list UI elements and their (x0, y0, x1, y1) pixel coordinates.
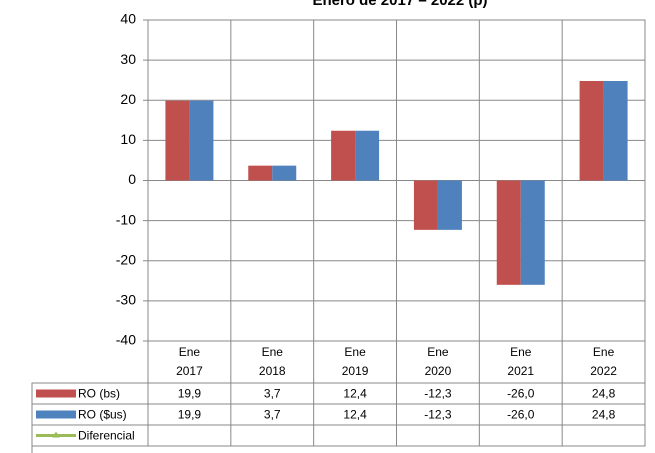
bar (496, 180, 521, 285)
bar (189, 100, 214, 181)
data-label: -12,3 (424, 387, 452, 401)
x-tick-label: Ene 2017 (176, 345, 203, 378)
x-tick-label: Ene 2022 (590, 345, 617, 378)
x-label-box: Ene 2021 (507, 345, 535, 378)
x-tick-label: Ene 2018 (258, 345, 286, 378)
data-label: -12,3 (424, 408, 452, 422)
y-tick-label: 30 (120, 51, 136, 67)
table-row (31, 382, 646, 405)
data-label: 19,9 (178, 408, 202, 422)
chart-title: Enero de 2017 – 2022 (p) (312, 0, 487, 9)
data-label: 12,4 (343, 408, 367, 422)
x-tick-label: Ene 2021 (507, 345, 535, 378)
legend-swatch (36, 410, 76, 419)
y-tick-label: -40 (116, 332, 136, 348)
data-label: 3,7 (264, 387, 281, 401)
bar (272, 165, 297, 181)
data-label: 24,8 (592, 387, 616, 401)
y-tick-label: 10 (120, 131, 136, 147)
bar (437, 180, 462, 230)
x-label-box: Ene 2018 (258, 345, 286, 378)
legend-marker (52, 431, 60, 438)
bar (603, 80, 628, 181)
bar (355, 130, 380, 181)
x-tick-label: Ene 2020 (424, 345, 452, 378)
x-label-box: Ene 2019 (341, 345, 369, 378)
y-tick-label: 20 (120, 91, 136, 107)
legend-label: RO (bs) (78, 387, 120, 401)
legend-swatch (36, 389, 76, 398)
data-label: 24,8 (592, 408, 616, 422)
y-tick-label: -10 (116, 211, 136, 227)
y-tick-label: -30 (116, 292, 136, 308)
legend-label: RO ($us) (78, 408, 127, 422)
x-label-box: Ene 2017 (176, 345, 203, 378)
data-label: -26,0 (507, 387, 535, 401)
x-label-box: Ene 2022 (590, 345, 617, 378)
bar (248, 165, 273, 181)
bar (331, 130, 356, 181)
data-label: 3,7 (264, 408, 281, 422)
data-label: 19,9 (178, 387, 202, 401)
data-label: 12,4 (343, 387, 367, 401)
bar (579, 80, 604, 181)
y-tick-label: 40 (120, 11, 136, 27)
legend-label: Diferencial (78, 429, 135, 443)
y-tick-label: 0 (128, 171, 136, 187)
x-label-box: Ene 2020 (424, 345, 452, 378)
x-tick-label: Ene 2019 (341, 345, 369, 378)
data-label: -26,0 (507, 408, 535, 422)
bar (165, 100, 190, 181)
bar (413, 180, 438, 230)
bar (520, 180, 545, 285)
y-tick-label: -20 (116, 251, 136, 267)
